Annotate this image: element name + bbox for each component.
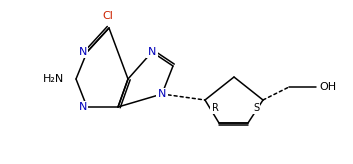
Text: H₂N: H₂N (42, 74, 64, 84)
Text: N: N (79, 47, 87, 57)
Text: S: S (253, 103, 259, 113)
Text: OH: OH (319, 82, 336, 92)
Text: Cl: Cl (103, 11, 113, 21)
Text: N: N (158, 89, 166, 99)
Text: N: N (148, 47, 156, 57)
Text: R: R (211, 103, 219, 113)
Text: N: N (79, 102, 87, 112)
